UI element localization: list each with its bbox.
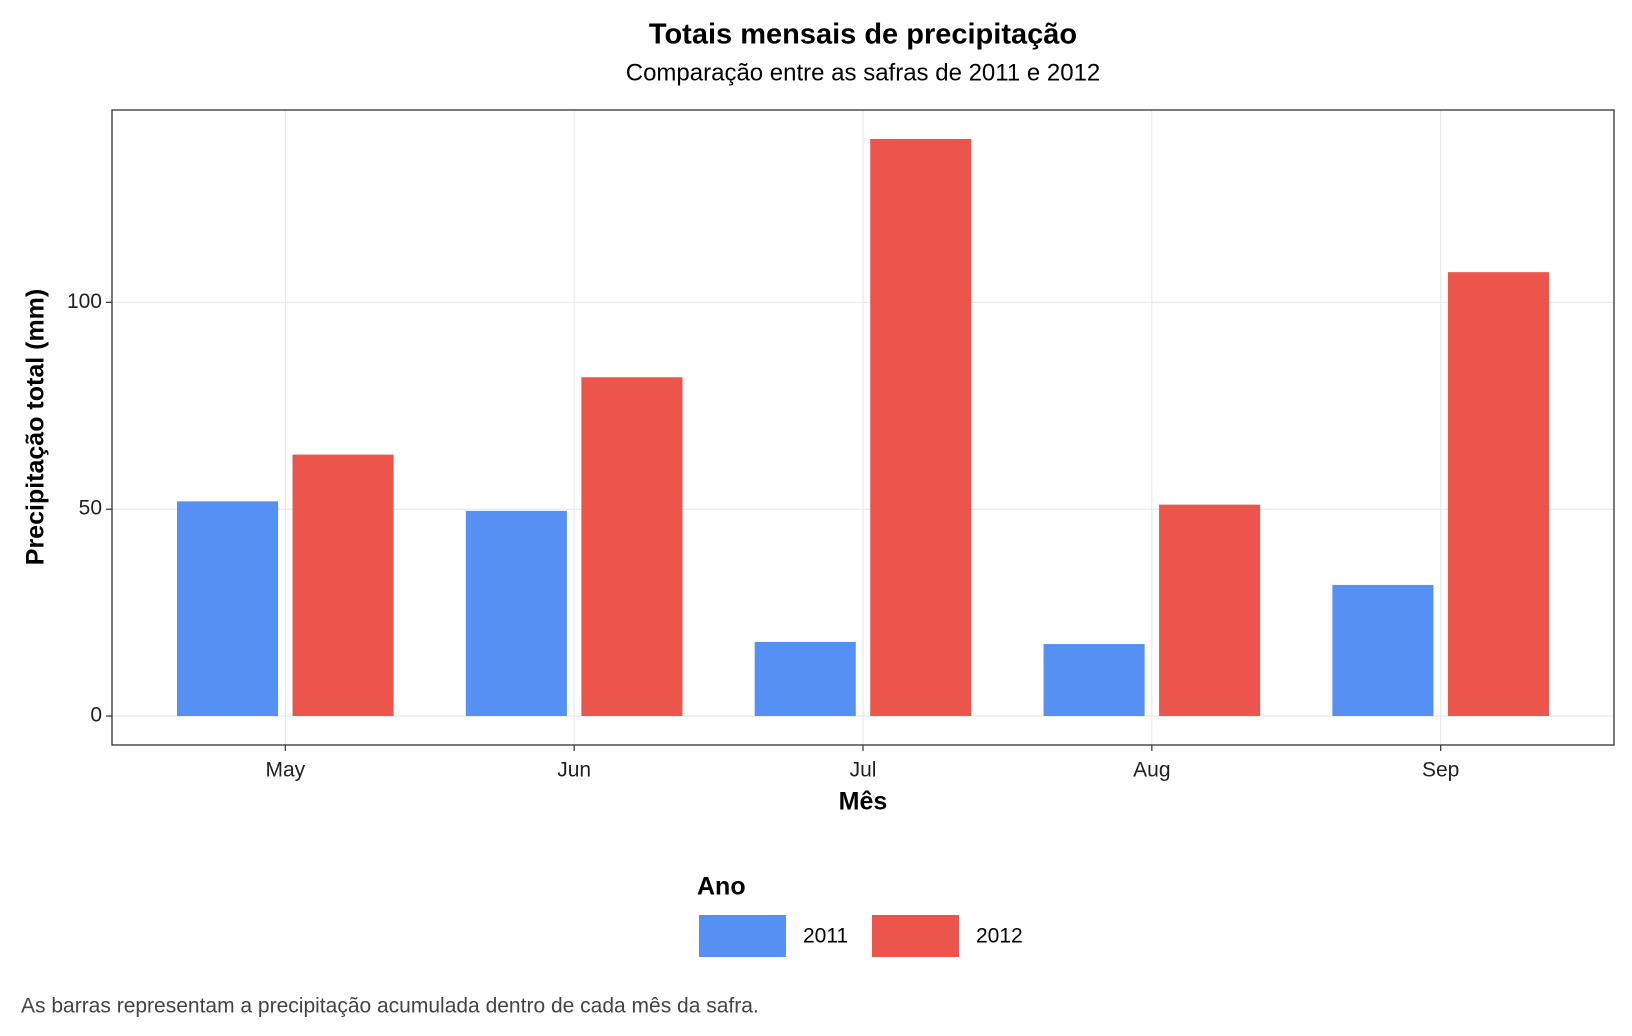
legend-title: Ano — [697, 873, 746, 901]
bar — [292, 454, 394, 717]
bar — [465, 510, 567, 717]
bar — [176, 501, 279, 717]
x-tick-label: Jul — [850, 759, 877, 782]
legend-key — [872, 915, 959, 957]
x-tick-label: May — [265, 759, 305, 782]
y-tick-label: 0 — [90, 704, 102, 727]
plot-border — [111, 109, 1615, 746]
legend-key — [699, 915, 786, 957]
y-tick-label: 50 — [79, 497, 102, 520]
x-tick-label: Jun — [557, 759, 591, 782]
caption: As barras representam a precipitação acu… — [21, 995, 759, 1018]
x-tick-label: Aug — [1133, 759, 1170, 782]
bar — [1159, 504, 1261, 717]
y-axis-title: Precipitação total (mm) — [22, 289, 50, 565]
x-axis-title: Mês — [839, 788, 888, 816]
bar — [754, 641, 856, 717]
y-tick-label: 100 — [67, 290, 102, 313]
bar — [581, 377, 683, 717]
legend-label: 2011 — [803, 925, 848, 948]
bar — [1043, 644, 1145, 717]
bar — [1447, 272, 1550, 717]
legend-label: 2012 — [976, 925, 1023, 948]
chart-title: Totais mensais de precipitação — [649, 19, 1077, 51]
chart-subtitle: Comparação entre as safras de 2011 e 201… — [626, 59, 1101, 86]
bar — [870, 138, 972, 717]
x-tick-label: Sep — [1422, 759, 1459, 782]
bar — [1332, 584, 1434, 717]
